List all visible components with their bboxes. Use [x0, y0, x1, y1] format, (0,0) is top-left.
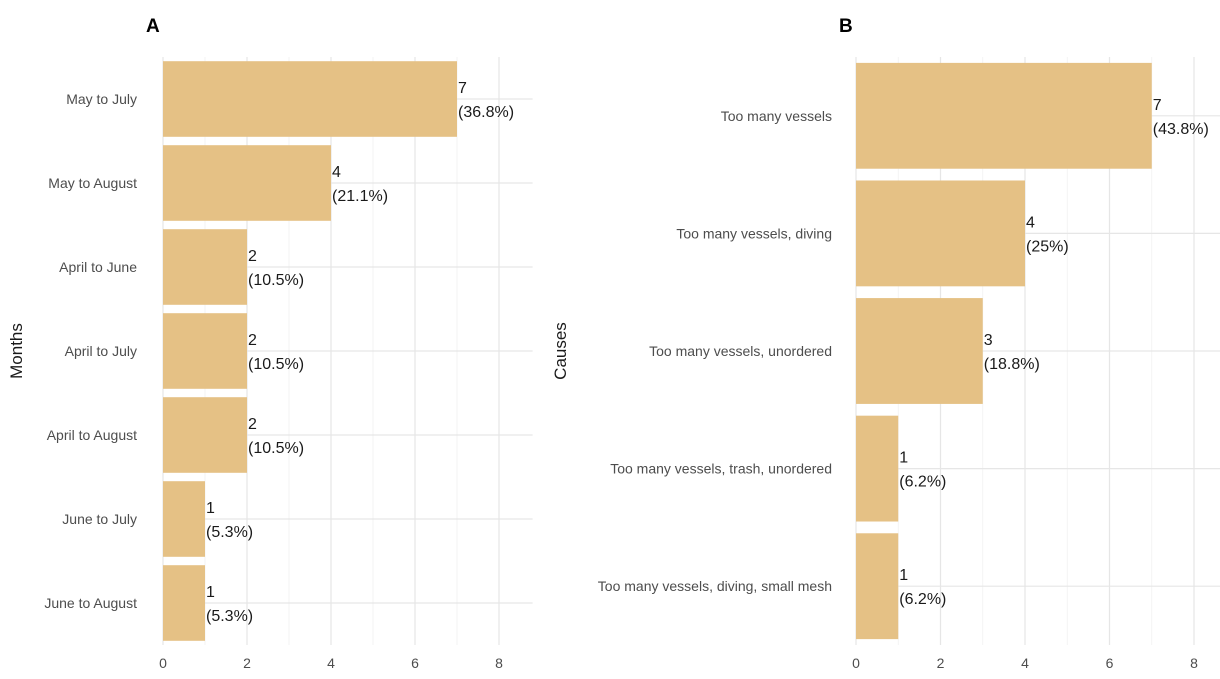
- panel-tag: A: [146, 16, 160, 37]
- bar: [856, 62, 1152, 169]
- data-label-percent: (36.8%): [458, 104, 514, 121]
- category-label: May to August: [48, 175, 137, 191]
- x-tick-label: 0: [159, 655, 167, 671]
- data-label-percent: (5.3%): [206, 608, 253, 625]
- data-label-value: 7: [1153, 97, 1162, 114]
- x-tick-label: 0: [852, 655, 860, 671]
- data-label-value: 1: [899, 567, 908, 584]
- data-label-value: 2: [248, 332, 257, 349]
- data-label-value: 1: [206, 584, 215, 601]
- category-label: April to July: [65, 343, 137, 359]
- bar: [856, 298, 983, 404]
- bar: [856, 415, 899, 522]
- x-tick-label: 2: [243, 655, 251, 671]
- bar: [163, 61, 457, 137]
- data-label-value: 3: [984, 332, 993, 349]
- data-label-percent: (10.5%): [248, 272, 304, 289]
- data-label-percent: (6.2%): [899, 591, 946, 608]
- category-label: April to August: [47, 427, 137, 443]
- data-label-value: 4: [1026, 214, 1035, 231]
- bar: [163, 397, 247, 473]
- data-label-percent: (5.3%): [206, 524, 253, 541]
- data-label-value: 2: [248, 416, 257, 433]
- bar: [163, 481, 205, 557]
- x-tick-label: 6: [1106, 655, 1114, 671]
- panel-tag: B: [839, 16, 853, 37]
- bar: [163, 229, 247, 305]
- data-label-percent: (25%): [1026, 238, 1069, 255]
- category-label: Too many vessels: [721, 108, 832, 124]
- data-label-value: 7: [458, 80, 467, 97]
- bar: [163, 145, 331, 221]
- data-label-percent: (10.5%): [248, 440, 304, 457]
- x-tick-label: 4: [327, 655, 335, 671]
- bar: [163, 565, 205, 641]
- y-axis-title: Causes: [551, 322, 570, 380]
- bar: [163, 313, 247, 389]
- category-label: Too many vessels, diving: [676, 225, 832, 241]
- x-tick-label: 2: [937, 655, 945, 671]
- category-label: Too many vessels, trash, unordered: [610, 461, 832, 477]
- x-tick-label: 4: [1021, 655, 1029, 671]
- data-label-value: 2: [248, 248, 257, 265]
- category-label: May to July: [66, 91, 137, 107]
- panel-b: Too many vessels 7 (43.8%) Too many vessels…: [551, 16, 1220, 671]
- data-label-value: 1: [899, 450, 908, 467]
- data-label-percent: (18.8%): [984, 356, 1040, 373]
- bar: [856, 180, 1025, 287]
- data-label-percent: (6.2%): [899, 474, 946, 491]
- panel-a: May to July 7 (36.8%) May to August 4 (21.1%)…: [7, 16, 533, 671]
- data-label-value: 1: [206, 500, 215, 517]
- category-label: Too many vessels, unordered: [649, 343, 832, 359]
- category-label: Too many vessels, diving, small mesh: [598, 578, 832, 594]
- data-label-value: 4: [332, 164, 341, 181]
- x-tick-label: 6: [411, 655, 419, 671]
- category-label: April to June: [59, 259, 137, 275]
- data-label-percent: (10.5%): [248, 356, 304, 373]
- y-axis-title: Months: [7, 323, 26, 379]
- x-tick-label: 8: [1190, 655, 1198, 671]
- bar: [856, 533, 899, 640]
- data-label-percent: (21.1%): [332, 188, 388, 205]
- data-label-percent: (43.8%): [1153, 121, 1209, 138]
- category-label: June to July: [62, 511, 137, 527]
- category-label: June to August: [44, 595, 137, 611]
- x-tick-label: 8: [495, 655, 503, 671]
